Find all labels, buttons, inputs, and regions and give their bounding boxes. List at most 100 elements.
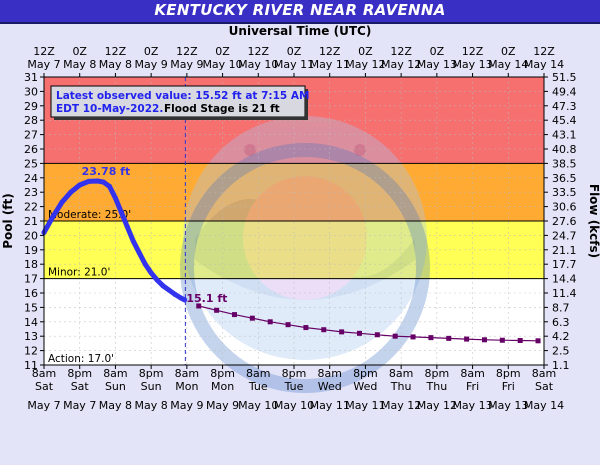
observed-point <box>182 297 188 303</box>
forecast-point <box>499 337 505 343</box>
left-tick-label: 19 <box>24 244 38 257</box>
top-tick-date: May 9 <box>170 58 203 71</box>
right-tick-label: 49.4 <box>552 85 577 98</box>
left-tick-label: 24 <box>24 172 38 185</box>
bottom-tick-day: Sat <box>71 380 90 393</box>
observed-point <box>136 250 142 256</box>
right-tick-label: 38.5 <box>552 157 577 170</box>
forecast-point <box>410 334 416 340</box>
bottom-tick-date: May 10 <box>238 399 278 412</box>
top-tick-time: 12Z <box>533 45 555 58</box>
observed-point <box>68 189 74 195</box>
top-tick-date: May 12 <box>381 58 421 71</box>
bottom-tick-time: 8pm <box>425 367 450 380</box>
flood-stage-text: Flood Stage is 21 ft <box>164 103 280 115</box>
top-tick-time: 0Z <box>72 45 87 58</box>
left-tick-label: 30 <box>24 85 38 98</box>
bottom-tick-time: 8pm <box>282 367 307 380</box>
top-tick-time: 0Z <box>287 45 302 58</box>
top-tick-date: May 10 <box>238 58 278 71</box>
stage-labels: Moderate: 25.0' Minor: 21.0' Action: 17.0' <box>48 209 131 365</box>
observed-point <box>106 183 112 189</box>
forecast-point <box>303 325 309 331</box>
bottom-tick-time: 8pm <box>67 367 92 380</box>
bottom-tick-day: Sun <box>105 380 126 393</box>
bottom-tick-date: May 13 <box>452 399 492 412</box>
latest-observed-box: Latest observed value: 15.52 ft at 7:15 … <box>50 85 309 120</box>
forecast-point <box>267 319 273 325</box>
top-axis-title: Universal Time (UTC) <box>229 24 372 38</box>
top-tick-date: May 11 <box>274 58 314 71</box>
bottom-tick-time: 8pm <box>496 367 521 380</box>
bottom-tick-day: Sun <box>141 380 162 393</box>
forecast-point <box>464 336 470 342</box>
right-tick-label: 2.5 <box>552 345 570 358</box>
left-axis-title: Pool (ft) <box>1 193 15 249</box>
bottom-tick-day: Sat <box>35 380 54 393</box>
right-tick-label: 11.4 <box>552 287 577 300</box>
bottom-tick-time: 8pm <box>210 367 235 380</box>
right-axis-title: Flow (kcfs) <box>587 184 600 258</box>
bottom-tick-date: May 8 <box>135 399 168 412</box>
bottom-tick-time: 8am <box>175 367 199 380</box>
top-tick-time: 0Z <box>430 45 445 58</box>
bottom-tick-time: 8am <box>103 367 127 380</box>
bottom-tick-time: 8am <box>317 367 341 380</box>
forecast-series-line <box>198 305 539 342</box>
bottom-tick-date: May 14 <box>524 399 564 412</box>
top-tick-time: 0Z <box>144 45 159 58</box>
top-tick-date: May 11 <box>310 58 350 71</box>
forecast-point <box>214 307 220 313</box>
observed-series-line <box>41 178 188 303</box>
bottom-tick-time: 8pm <box>139 367 164 380</box>
top-tick-time: 12Z <box>33 45 55 58</box>
latest-observed-line2: EDT 10-May-2022. <box>56 103 163 115</box>
forecast-point <box>196 303 202 309</box>
observed-point <box>172 291 178 297</box>
top-tick-date: May 12 <box>345 58 385 71</box>
left-tick-label: 18 <box>24 258 38 271</box>
forecast-start-label: 15.1 ft <box>186 292 227 305</box>
right-tick-label: 30.6 <box>552 201 577 214</box>
top-tick-date: May 7 <box>27 58 60 71</box>
bottom-tick-day: Tue <box>284 380 304 393</box>
observed-point <box>148 270 154 276</box>
right-tick-label: 27.6 <box>552 215 577 228</box>
observed-point <box>142 261 148 267</box>
forecast-point <box>481 337 487 343</box>
bottom-tick-time: 8am <box>460 367 484 380</box>
bottom-tick-time: 8am <box>32 367 56 380</box>
right-tick-label: 8.7 <box>552 301 570 314</box>
left-tick-label: 16 <box>24 287 38 300</box>
forecast-point <box>535 338 541 344</box>
top-tick-date: May 10 <box>202 58 242 71</box>
bottom-tick-day: Thu <box>426 380 448 393</box>
left-tick-label: 12 <box>24 345 38 358</box>
bottom-tick-date: May 7 <box>63 399 96 412</box>
bottom-tick-day: Thu <box>390 380 412 393</box>
top-tick-time: 0Z <box>358 45 373 58</box>
bottom-tick-date: May 13 <box>488 399 528 412</box>
right-tick-label: 33.5 <box>552 186 577 199</box>
bottom-tick-day: Wed <box>318 380 342 393</box>
right-tick-label: 21.1 <box>552 244 577 257</box>
top-tick-date: May 8 <box>63 58 96 71</box>
bottom-tick-day: Sat <box>535 380 554 393</box>
latest-observed-line1: Latest observed value: 15.52 ft at 7:15 … <box>56 90 309 102</box>
observed-point <box>154 277 160 283</box>
forecast-point <box>356 330 362 336</box>
forecast-point <box>374 332 380 338</box>
stage-label-moderate: Moderate: 25.0' <box>48 209 131 221</box>
right-tick-label: 36.5 <box>552 172 577 185</box>
top-tick-time: 0Z <box>501 45 516 58</box>
bottom-tick-day: Fri <box>502 380 515 393</box>
left-tick-label: 29 <box>24 100 38 113</box>
forecast-point <box>446 335 452 341</box>
observed-point <box>124 224 130 230</box>
top-tick-date: May 14 <box>488 58 528 71</box>
observed-point <box>50 214 56 220</box>
forecast-point <box>285 322 291 328</box>
